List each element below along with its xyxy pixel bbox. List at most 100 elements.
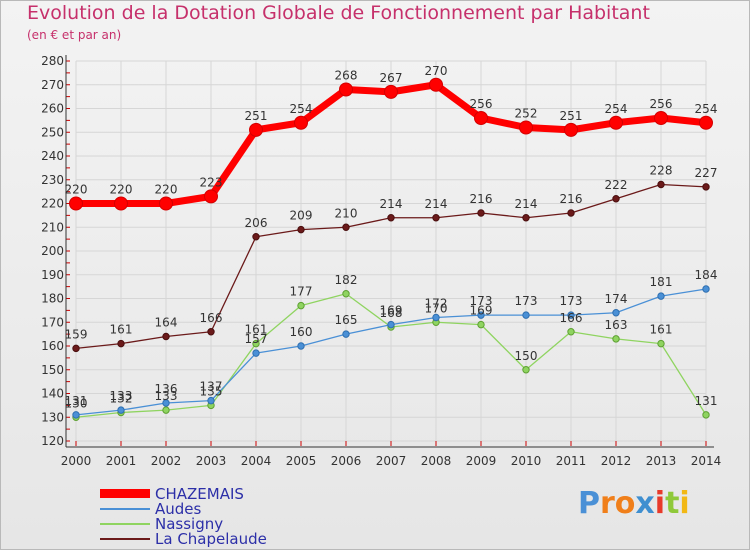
data-label: 163 <box>605 318 628 332</box>
data-label: 227 <box>695 166 718 180</box>
logo-letter: i <box>654 486 666 521</box>
data-point <box>702 285 710 293</box>
y-tick-label: 120 <box>41 434 64 448</box>
data-label: 173 <box>515 294 538 308</box>
data-label: 172 <box>425 297 448 311</box>
data-point <box>384 84 398 99</box>
data-label: 182 <box>335 273 358 287</box>
data-label: 267 <box>380 71 403 85</box>
proxiti-logo: Proxiti <box>578 486 690 521</box>
legend-swatch <box>100 508 150 510</box>
data-label: 214 <box>515 197 538 211</box>
data-point <box>297 225 305 234</box>
axes: 1201301401501601701801902002102202302402… <box>41 54 721 468</box>
data-point <box>564 122 578 137</box>
y-tick-label: 190 <box>41 268 64 282</box>
data-label: 214 <box>380 197 403 211</box>
data-point <box>519 120 533 135</box>
data-point <box>702 183 710 191</box>
x-tick-label: 2013 <box>646 454 677 468</box>
data-label: 137 <box>200 380 223 394</box>
data-label: 169 <box>380 304 403 318</box>
x-tick-label: 2014 <box>691 454 722 468</box>
data-label: 216 <box>560 192 583 206</box>
data-label: 223 <box>200 175 223 189</box>
y-tick-label: 180 <box>41 292 64 306</box>
data-label: 136 <box>155 382 178 396</box>
data-point <box>387 214 395 222</box>
logo-letter: o <box>614 486 636 521</box>
data-point <box>477 311 485 319</box>
data-point <box>297 342 305 350</box>
data-point <box>432 313 440 322</box>
legend-item-nassigny[interactable]: Nassigny <box>100 515 320 533</box>
data-point <box>477 209 485 217</box>
legend-label: La Chapelaude <box>155 530 267 548</box>
data-label: 131 <box>695 394 718 408</box>
data-point <box>69 196 83 211</box>
data-point <box>657 180 665 189</box>
logo-letter: i <box>679 486 690 521</box>
legend-item-audes[interactable]: Audes <box>100 500 320 518</box>
data-point <box>612 309 620 317</box>
legend-item-la-chapelaude[interactable]: La Chapelaude <box>100 530 320 548</box>
data-label: 165 <box>335 313 358 327</box>
data-point <box>294 115 308 130</box>
data-label: 256 <box>470 97 493 111</box>
data-label: 256 <box>650 97 673 111</box>
y-tick-label: 280 <box>41 54 64 68</box>
legend-item-chazemais[interactable]: CHAZEMAIS <box>100 485 320 503</box>
data-point <box>567 311 575 319</box>
data-label: 160 <box>290 325 313 339</box>
data-label: 214 <box>425 197 448 211</box>
legend-swatch <box>100 489 150 498</box>
legend-label: Audes <box>155 500 202 518</box>
logo-letter: x <box>635 486 655 521</box>
data-label: 173 <box>560 294 583 308</box>
data-label: 220 <box>65 183 88 197</box>
logo-letter: t <box>665 486 680 521</box>
logo-letter: P <box>578 486 600 521</box>
x-tick-label: 2010 <box>511 454 542 468</box>
data-labels: 220 220 220 223 251 254 268 267 270 256 252 251 254 2… <box>65 64 718 411</box>
data-point <box>207 328 215 336</box>
data-point <box>117 339 125 348</box>
data-label: 159 <box>65 327 88 341</box>
data-point <box>252 349 260 357</box>
data-label: 161 <box>110 323 133 337</box>
x-tick-label: 2006 <box>331 454 362 468</box>
y-tick-label: 270 <box>41 78 64 92</box>
data-label: 131 <box>65 394 88 408</box>
data-point <box>252 339 260 348</box>
data-label: 254 <box>695 102 718 116</box>
x-tick-label: 2008 <box>421 454 452 468</box>
data-label: 133 <box>155 389 178 403</box>
data-label: 222 <box>605 178 628 192</box>
data-label: 135 <box>200 384 223 398</box>
data-point <box>387 320 395 329</box>
chart-subtitle: (en € et par an) <box>27 28 122 42</box>
data-point <box>657 292 665 300</box>
legend-label: Nassigny <box>155 515 224 533</box>
data-label: 177 <box>290 285 313 299</box>
data-point <box>162 406 170 414</box>
data-point <box>297 301 305 310</box>
x-tick-label: 2003 <box>196 454 227 468</box>
data-point <box>612 335 620 343</box>
x-tick-label: 2001 <box>106 454 137 468</box>
data-point <box>159 196 173 211</box>
x-tick-label: 2002 <box>151 454 182 468</box>
data-point <box>117 406 125 414</box>
data-point <box>522 366 530 374</box>
data-label: 168 <box>380 306 403 320</box>
x-tick-label: 2004 <box>241 454 272 468</box>
data-label: 254 <box>290 102 313 116</box>
y-tick-label: 150 <box>41 363 64 377</box>
data-label: 166 <box>560 311 583 325</box>
y-tick-label: 130 <box>41 410 64 424</box>
data-label: 216 <box>470 192 493 206</box>
data-label: 220 <box>110 183 133 197</box>
data-label: 170 <box>425 301 448 315</box>
data-point <box>342 223 350 231</box>
